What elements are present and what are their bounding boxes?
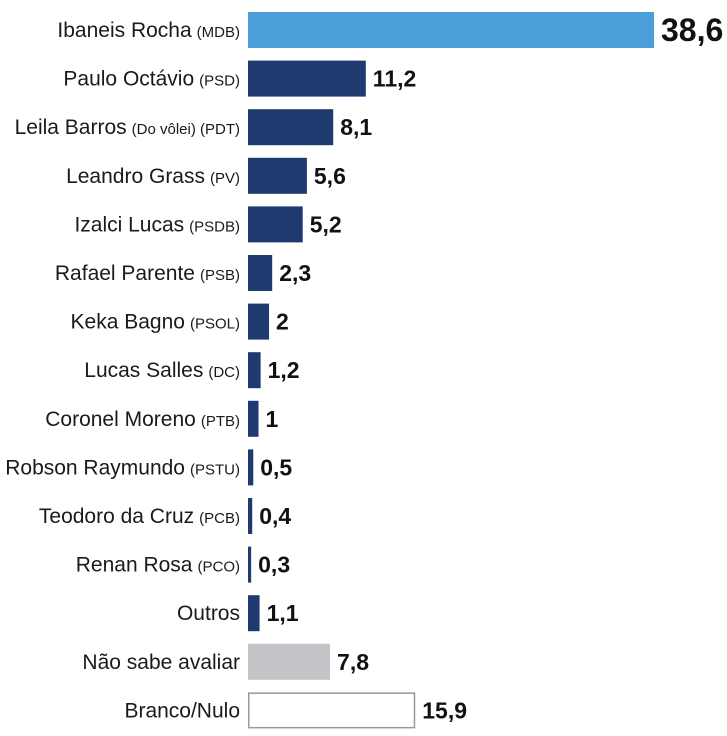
candidate-name: Robson Raymundo <box>5 456 185 479</box>
bar <box>248 595 260 632</box>
candidate-name: Leila Barros <box>15 116 127 139</box>
party-label: (PSOL) <box>190 316 240 333</box>
candidate-name: Rafael Parente <box>55 262 195 285</box>
value-label: 0,3 <box>258 552 290 578</box>
party-label: (PSB) <box>200 267 240 284</box>
bar <box>248 303 270 340</box>
candidate-name: Ibaneis Rocha <box>57 19 192 42</box>
candidate-name: Branco/Nulo <box>124 699 240 722</box>
category-label: Leandro Grass (PV) <box>66 165 240 188</box>
bar <box>248 12 654 48</box>
value-label: 1 <box>266 406 279 432</box>
value-label: 7,8 <box>337 649 369 675</box>
category-label: Lucas Salles (DC) <box>84 359 240 382</box>
bar <box>248 109 334 146</box>
party-label: (PTB) <box>201 413 240 430</box>
category-label: Ibaneis Rocha (MDB) <box>57 19 240 42</box>
category-label: Outros <box>177 602 240 625</box>
category-label: Branco/Nulo <box>124 699 240 722</box>
value-label: 2,3 <box>279 260 311 286</box>
value-label: 2 <box>276 309 289 335</box>
party-label: (MDB) <box>197 24 240 41</box>
value-label: 11,2 <box>373 66 417 92</box>
candidate-name: Teodoro da Cruz <box>39 505 194 528</box>
candidate-name: Keka Bagno <box>71 311 185 334</box>
value-label: 0,4 <box>259 503 291 529</box>
category-label: Leila Barros (Do vôlei) (PDT) <box>15 116 240 139</box>
party-label: (PV) <box>210 170 240 187</box>
value-label: 38,6 <box>661 12 723 48</box>
bar <box>248 400 259 437</box>
category-label: Robson Raymundo (PSTU) <box>5 456 240 479</box>
party-label: (PSD) <box>199 73 240 90</box>
candidate-name: Não sabe avaliar <box>82 651 240 674</box>
category-label: Keka Bagno (PSOL) <box>71 311 240 334</box>
value-label: 1,1 <box>267 600 299 626</box>
party-label: (PCB) <box>199 510 240 527</box>
candidate-name: Leandro Grass <box>66 165 205 188</box>
bar <box>248 60 366 97</box>
category-label: Rafael Parente (PSB) <box>55 262 240 285</box>
value-label: 0,5 <box>260 454 292 480</box>
category-label: Izalci Lucas (PSDB) <box>74 213 240 236</box>
category-label: Paulo Octávio (PSD) <box>63 68 240 91</box>
party-label: (PCO) <box>198 559 241 576</box>
bar <box>248 643 331 680</box>
bar <box>248 157 307 194</box>
candidate-name: Izalci Lucas <box>74 213 184 236</box>
party-label: (Do vôlei) (PDT) <box>132 121 240 138</box>
party-label: (DC) <box>208 364 240 381</box>
bar <box>248 498 253 534</box>
value-label: 1,2 <box>268 357 300 383</box>
bar <box>248 206 303 243</box>
value-label: 15,9 <box>422 697 467 723</box>
category-label: Renan Rosa (PCO) <box>76 554 240 577</box>
candidate-name: Lucas Salles <box>84 359 203 382</box>
value-label: 5,6 <box>314 163 346 189</box>
value-label: 8,1 <box>340 114 372 140</box>
bar <box>248 352 261 389</box>
category-label: Não sabe avaliar <box>82 651 240 674</box>
party-label: (PSDB) <box>189 218 240 235</box>
bar <box>248 255 273 291</box>
bar <box>248 692 416 729</box>
bar <box>248 546 252 583</box>
candidate-name: Renan Rosa <box>76 554 193 577</box>
candidate-name: Outros <box>177 602 240 625</box>
bar <box>248 449 254 486</box>
category-label: Teodoro da Cruz (PCB) <box>39 505 240 528</box>
value-label: 5,2 <box>310 211 342 237</box>
candidate-name: Coronel Moreno <box>45 408 196 431</box>
party-label: (PSTU) <box>190 461 240 478</box>
candidate-name: Paulo Octávio <box>63 68 194 91</box>
category-label: Coronel Moreno (PTB) <box>45 408 240 431</box>
